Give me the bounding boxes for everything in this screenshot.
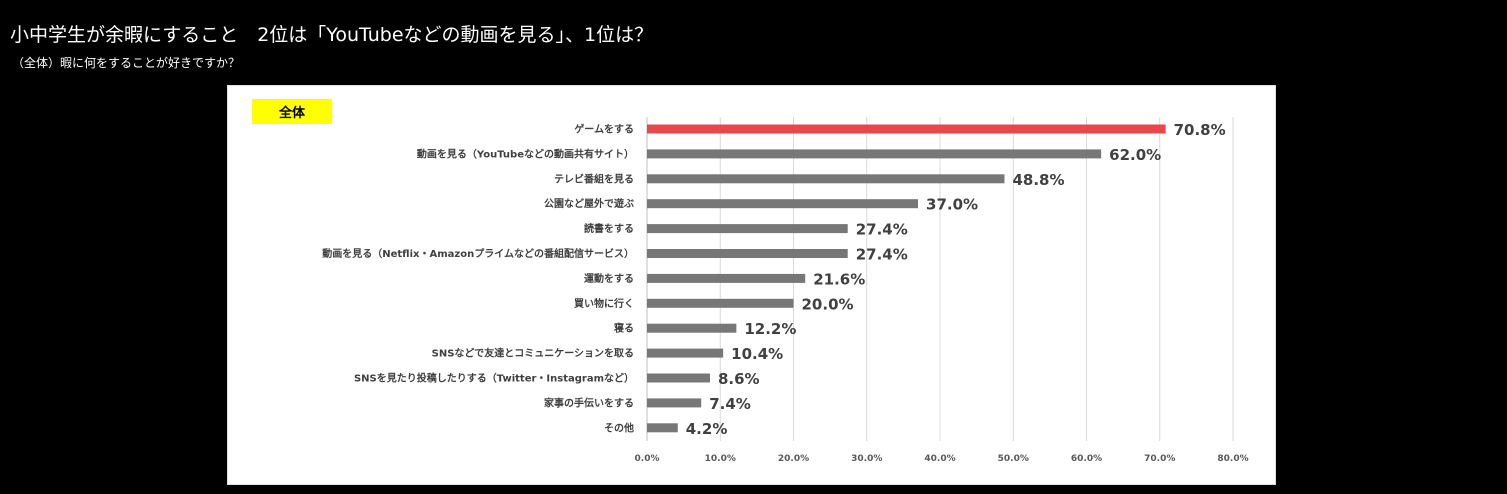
value-label: 27.4% <box>856 221 908 239</box>
x-tick-label: 60.0% <box>1071 454 1102 464</box>
category-label: 寝る <box>614 322 634 335</box>
chart-border <box>227 85 1276 485</box>
x-tick-label: 30.0% <box>851 454 882 464</box>
bar <box>647 348 724 358</box>
bar <box>647 199 919 209</box>
category-label: 運動をする <box>584 272 634 285</box>
x-tick-label: 40.0% <box>924 454 955 464</box>
value-label: 21.6% <box>813 270 865 288</box>
value-label: 62.0% <box>1109 146 1161 164</box>
bar <box>647 174 1005 184</box>
category-label: SNSなどで友達とコミュニケーションを取る <box>432 347 634 360</box>
value-label: 10.4% <box>731 345 783 363</box>
category-label: テレビ番組を見る <box>554 172 634 185</box>
page-subheadline: （全体）暇に何をすることが好きですか？ <box>12 56 241 70</box>
chart-figure: 全体 0.0% 10.0% 20.0% 30.0% 40.0% 50.0% 60.0% 70.… <box>227 85 1276 485</box>
value-label: 7.4% <box>709 395 751 413</box>
value-label: 4.2% <box>686 420 728 438</box>
bar <box>647 273 806 283</box>
bar <box>647 323 737 333</box>
value-label: 27.4% <box>856 246 908 264</box>
bar <box>647 124 1166 134</box>
value-label: 37.0% <box>926 196 978 214</box>
bar <box>647 398 702 408</box>
bar <box>647 423 678 433</box>
x-tick-label: 70.0% <box>1144 454 1175 464</box>
category-label: SNSを見たり投稿したりする（Twitter・Instagramなど） <box>354 372 634 385</box>
value-label: 8.6% <box>718 370 760 388</box>
x-tick-label: 80.0% <box>1217 454 1248 464</box>
page-headline: 小中学生が余暇にすること 2位は「YouTubeなどの動画を見る」、1位は？ <box>10 24 654 46</box>
bar <box>647 373 710 383</box>
category-label: 動画を見る（YouTubeなどの動画共有サイト） <box>417 147 634 160</box>
category-label: 読書をする <box>584 222 634 235</box>
x-tick-label: 50.0% <box>998 454 1029 464</box>
category-label: その他 <box>604 421 634 434</box>
value-label: 20.0% <box>802 295 854 313</box>
category-label: 動画を見る（Netflix・Amazonプライムなどの番組配信サービス） <box>322 247 634 260</box>
category-label: ゲームをする <box>574 123 634 136</box>
x-tick-label: 20.0% <box>778 454 809 464</box>
bar <box>647 249 848 258</box>
group-badge: 全体 <box>252 99 332 124</box>
category-label: 公園など屋外で遊ぶ <box>544 197 634 210</box>
value-label: 70.8% <box>1174 121 1226 139</box>
category-label: 買い物に行く <box>574 297 634 310</box>
value-label: 12.2% <box>744 320 796 338</box>
value-label: 48.8% <box>1012 171 1064 189</box>
bar <box>647 224 848 234</box>
x-tick-label: 10.0% <box>705 454 736 464</box>
bar <box>647 298 794 308</box>
bar <box>647 149 1102 159</box>
x-tick-label: 0.0% <box>635 454 660 464</box>
category-label: 家事の手伝いをする <box>544 396 634 409</box>
bar-chart: 0.0% 10.0% 20.0% 30.0% 40.0% 50.0% 60.0% 70.0% 8… <box>227 85 1276 485</box>
